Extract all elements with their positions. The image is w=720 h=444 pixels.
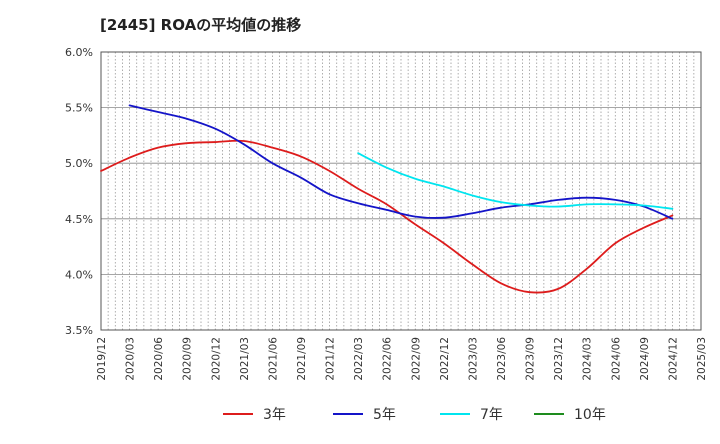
series-line-2 xyxy=(128,104,674,220)
series-line-1 xyxy=(100,139,674,294)
legend-label-4: 10年 xyxy=(574,407,606,423)
x-tick-label: 2021/12 xyxy=(325,337,337,381)
series-line-3 xyxy=(357,152,674,210)
legend-label-2: 5年 xyxy=(373,407,396,423)
legend-label-1: 3年 xyxy=(263,407,286,423)
y-tick-label: 5.5% xyxy=(65,102,93,115)
y-tick-label: 4.0% xyxy=(65,268,93,281)
x-tick-label: 2023/12 xyxy=(553,337,565,381)
legend-label-3: 7年 xyxy=(480,407,503,423)
y-tick-label: 4.5% xyxy=(65,213,93,226)
x-tick-label: 2021/03 xyxy=(239,337,251,381)
x-tick-label: 2021/06 xyxy=(267,337,279,381)
x-tick-label: 2022/06 xyxy=(382,337,394,381)
x-tick-label: 2022/09 xyxy=(410,337,422,381)
y-tick-label: 6.0% xyxy=(65,46,93,59)
y-tick-label: 5.0% xyxy=(65,157,93,170)
chart-title: [2445] ROAの平均値の推移 xyxy=(100,16,302,34)
x-tick-label: 2024/12 xyxy=(667,337,679,381)
x-tick-label: 2023/03 xyxy=(467,337,479,381)
x-tick-label: 2023/09 xyxy=(525,337,537,381)
x-tick-label: 2023/06 xyxy=(496,337,508,381)
x-tick-label: 2020/12 xyxy=(210,337,222,381)
x-tick-label: 2022/03 xyxy=(353,337,365,381)
x-tick-label: 2024/09 xyxy=(639,337,651,381)
plot-area xyxy=(101,52,701,330)
plot-frame xyxy=(100,51,702,331)
x-tick-label: 2020/09 xyxy=(182,337,194,381)
x-tick-label: 2025/03 xyxy=(696,337,708,381)
x-tick-label: 2020/03 xyxy=(125,337,137,381)
x-tick-label: 2024/03 xyxy=(582,337,594,381)
x-tick-label: 2024/06 xyxy=(610,337,622,381)
x-tick-label: 2020/06 xyxy=(153,337,165,381)
x-tick-label: 2019/12 xyxy=(96,337,108,381)
x-tick-label: 2021/09 xyxy=(296,337,308,381)
x-tick-label: 2022/12 xyxy=(439,337,451,381)
y-tick-label: 3.5% xyxy=(65,324,93,337)
